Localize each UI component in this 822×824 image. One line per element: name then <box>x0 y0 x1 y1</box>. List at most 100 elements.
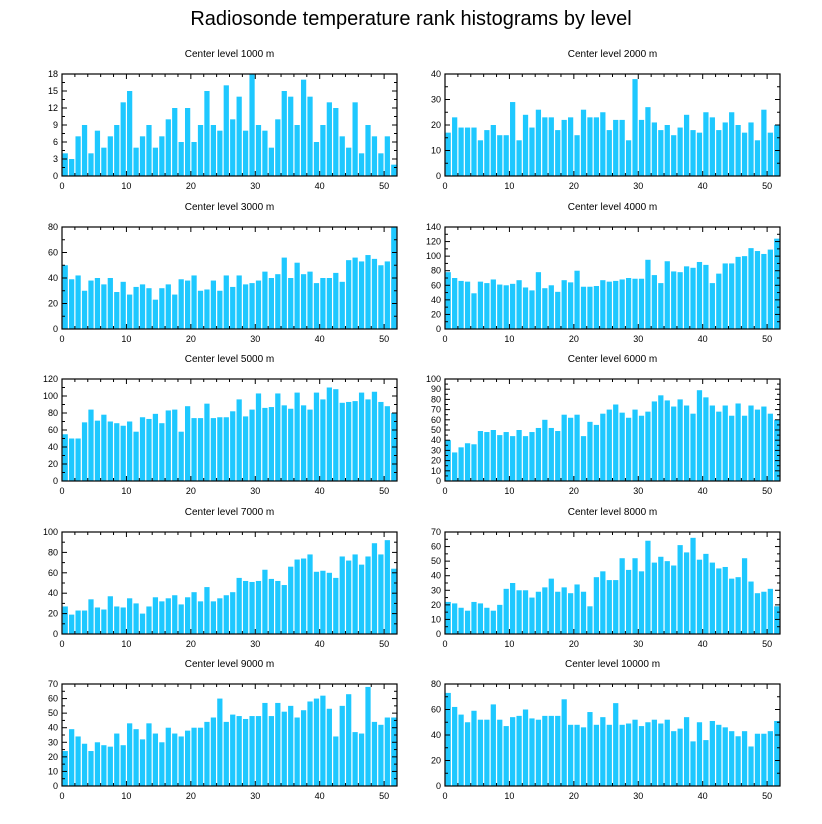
bar-4-25 <box>223 417 229 481</box>
bar-9-18 <box>561 699 567 786</box>
bar-5-45 <box>735 403 741 481</box>
bar-2-3 <box>81 290 88 329</box>
bar-0-33 <box>275 119 281 176</box>
bar-4-26 <box>230 411 236 481</box>
y-tick-label: 0 <box>436 171 441 181</box>
y-tick-label: 40 <box>48 442 58 452</box>
x-tick-label: 0 <box>442 791 447 801</box>
bar-0-14 <box>152 147 159 176</box>
bar-1-21 <box>580 109 587 176</box>
bar-2-13 <box>146 288 152 329</box>
bar-0-16 <box>165 119 171 176</box>
bar-9-48 <box>754 733 761 786</box>
y-tick-label: 60 <box>48 568 58 578</box>
bar-6-24 <box>217 598 223 634</box>
bar-6-28 <box>242 580 249 634</box>
bar-4-15 <box>159 423 165 481</box>
bar-3-7 <box>490 279 496 329</box>
bar-8-43 <box>339 705 345 786</box>
bar-2-20 <box>191 275 197 329</box>
bar-6-12 <box>139 613 146 634</box>
y-tick-label: 40 <box>431 435 441 445</box>
bar-4-48 <box>371 391 378 481</box>
bar-7-28 <box>625 569 632 634</box>
bar-0-25 <box>223 85 229 176</box>
bar-8-33 <box>275 702 281 786</box>
bar-1-44 <box>729 112 735 176</box>
bar-8-17 <box>172 733 178 786</box>
bar-2-1 <box>69 279 75 329</box>
y-tick-label: 20 <box>431 456 441 466</box>
y-tick-label: 12 <box>48 103 58 113</box>
bar-0-43 <box>339 136 345 176</box>
bar-9-13 <box>529 718 535 786</box>
bar-2-49 <box>378 265 384 329</box>
bar-2-9 <box>120 281 126 329</box>
bar-7-46 <box>741 558 748 634</box>
bar-0-5 <box>94 130 101 176</box>
bar-0-19 <box>185 108 191 176</box>
x-tick-label: 50 <box>762 181 772 191</box>
bar-4-42 <box>333 389 339 481</box>
bar-3-14 <box>535 272 542 329</box>
bar-1-24 <box>600 112 606 176</box>
bar-9-17 <box>555 715 561 787</box>
bar-1-5 <box>477 140 484 176</box>
bar-4-23 <box>210 418 217 481</box>
bar-9-26 <box>613 703 619 787</box>
bar-4-6 <box>101 414 107 481</box>
bar-8-21 <box>197 727 204 786</box>
bar-7-40 <box>703 553 709 634</box>
bar-6-8 <box>114 606 120 634</box>
x-tick-label: 10 <box>504 639 514 649</box>
bar-3-3 <box>464 281 471 329</box>
bar-0-24 <box>217 130 223 176</box>
bar-6-47 <box>365 556 371 634</box>
bar-9-37 <box>683 717 690 786</box>
bar-9-11 <box>516 715 522 787</box>
bar-3-32 <box>651 275 657 329</box>
bar-5-23 <box>593 424 600 481</box>
bar-9-10 <box>510 717 516 786</box>
bar-6-20 <box>191 592 197 634</box>
bar-5-46 <box>741 415 748 481</box>
bar-0-44 <box>346 147 352 176</box>
y-tick-label: 50 <box>48 708 58 718</box>
bar-8-1 <box>69 729 75 786</box>
y-tick-label: 20 <box>48 459 58 469</box>
x-tick-label: 30 <box>250 639 260 649</box>
bar-0-2 <box>75 136 81 176</box>
bar-5-27 <box>619 412 625 481</box>
y-tick-label: 0 <box>53 324 58 334</box>
bar-4-34 <box>281 405 287 481</box>
bar-7-9 <box>503 588 509 634</box>
bar-4-11 <box>133 431 139 481</box>
bar-8-7 <box>107 746 113 786</box>
bar-6-32 <box>268 578 274 634</box>
bar-2-6 <box>101 284 107 330</box>
bar-0-8 <box>114 125 120 176</box>
x-tick-label: 10 <box>504 486 514 496</box>
bar-9-23 <box>593 724 600 786</box>
bar-5-4 <box>471 444 477 481</box>
bar-1-9 <box>503 135 509 176</box>
bar-0-20 <box>191 142 197 176</box>
bar-0-21 <box>197 125 204 176</box>
bar-6-50 <box>384 540 390 634</box>
x-tick-label: 20 <box>186 486 196 496</box>
bar-1-40 <box>703 112 709 176</box>
bar-1-32 <box>651 122 657 176</box>
x-tick-label: 50 <box>379 486 389 496</box>
bar-5-50 <box>767 413 773 481</box>
bar-0-0 <box>62 153 68 176</box>
y-tick-label: 0 <box>53 476 58 486</box>
y-tick-label: 100 <box>426 251 441 261</box>
bar-8-28 <box>242 718 249 786</box>
bar-3-35 <box>671 271 677 329</box>
bar-7-41 <box>709 562 715 634</box>
bar-0-27 <box>236 96 242 176</box>
bar-1-0 <box>445 132 451 176</box>
bar-7-42 <box>716 568 722 634</box>
bar-5-20 <box>574 414 580 481</box>
bar-6-48 <box>371 543 378 634</box>
